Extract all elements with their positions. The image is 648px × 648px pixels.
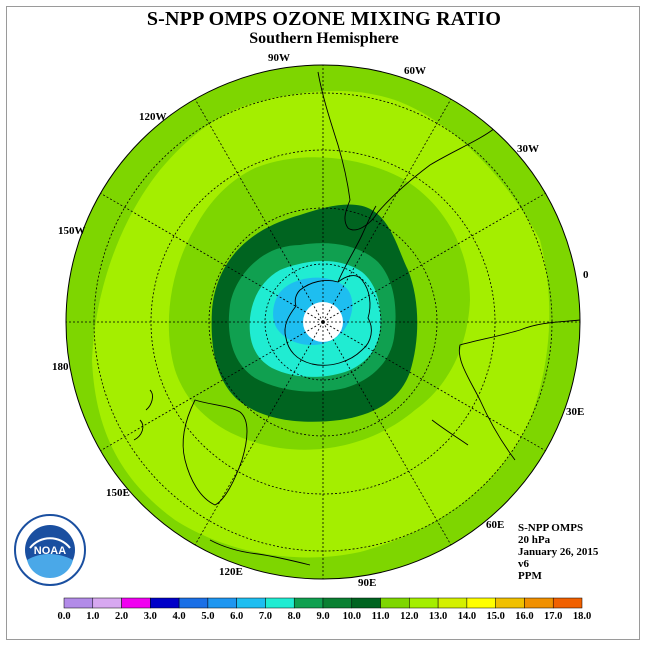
colorbar-tick-label: 16.0 — [515, 611, 533, 622]
lon-0: 0 — [583, 269, 589, 281]
coastlines — [133, 71, 580, 566]
colorbar-swatch — [121, 597, 151, 609]
lon-120e: 120E — [219, 566, 243, 578]
colorbar-tick-label: 12.0 — [400, 611, 418, 622]
lon-30w: 30W — [517, 143, 539, 155]
colorbar-swatch — [63, 597, 94, 609]
colorbar-swatch — [466, 597, 496, 609]
info-block: S-NPP OMPS 20 hPa January 26, 2015 v6 PP… — [518, 522, 598, 582]
colorbar-swatch — [178, 597, 209, 609]
colorbar-swatch — [524, 597, 554, 609]
colorbar-tick-label: 15.0 — [486, 611, 504, 622]
colorbar-tick-label: 4.0 — [173, 611, 186, 622]
colorbar-tick-label: 9.0 — [316, 611, 329, 622]
graticule — [66, 65, 580, 579]
lon-120w: 120W — [139, 111, 167, 123]
info-version: v6 — [518, 558, 529, 570]
longitude-labels: 90W 60W 120W 30W 150W 0 180 30E 150E 60E… — [52, 52, 589, 589]
colorbar-tick-label: 2.0 — [115, 611, 128, 622]
colorbar-swatch — [293, 597, 324, 609]
colorbar-tick-label: 7.0 — [259, 611, 272, 622]
lon-60w: 60W — [404, 65, 426, 77]
map-frame — [6, 6, 640, 640]
lon-60e: 60E — [486, 519, 504, 531]
colorbar-tick-label: 0.0 — [57, 611, 70, 622]
lon-90w: 90W — [268, 52, 290, 64]
colorbar-swatch — [207, 597, 237, 609]
colorbar-tick-label: 6.0 — [230, 611, 243, 622]
colorbar-swatch — [236, 597, 266, 609]
lon-150e: 150E — [106, 487, 130, 499]
colorbar-swatch — [265, 597, 295, 609]
colorbar-swatch — [351, 597, 381, 609]
lon-90e: 90E — [358, 577, 376, 589]
colorbar-swatch — [92, 597, 122, 609]
colorbar-swatch — [380, 597, 410, 609]
colorbar-swatch — [409, 597, 439, 609]
map-title: S-NPP OMPS OZONE MIXING RATIO — [146, 8, 502, 30]
colorbar-tick-label: 8.0 — [288, 611, 301, 622]
lon-30e: 30E — [566, 406, 584, 418]
colorbar-tick-label: 11.0 — [372, 611, 390, 622]
info-units: PPM — [518, 570, 542, 582]
colorbar-swatch — [552, 597, 583, 609]
lon-180: 180 — [52, 361, 69, 373]
lon-150w: 150W — [58, 225, 86, 237]
info-level: 20 hPa — [518, 534, 551, 546]
colorbar-tick-label: 3.0 — [144, 611, 157, 622]
info-date: January 26, 2015 — [518, 546, 599, 558]
colorbar-tick-label: 18.0 — [573, 611, 591, 622]
colorbar-tick-label: 1.0 — [86, 611, 99, 622]
colorbar-swatch — [322, 597, 353, 609]
map-subtitle: Southern Hemisphere — [249, 30, 399, 47]
colorbar-tick-label: 13.0 — [429, 611, 447, 622]
colorbar-tick-label: 5.0 — [201, 611, 214, 622]
noaa-logo-text: NOAA — [34, 545, 66, 557]
colorbar-tick-label: 14.0 — [458, 611, 476, 622]
colorbar-tick-label: 17.0 — [544, 611, 562, 622]
colorbar-swatch — [437, 597, 468, 609]
colorbar-swatch — [150, 597, 180, 609]
info-instrument: S-NPP OMPS — [518, 522, 584, 534]
colorbar-tick-label: 10.0 — [343, 611, 361, 622]
noaa-logo: NOAA — [14, 514, 86, 586]
colorbar-swatch — [495, 597, 525, 609]
colorbar: 0.0 1.0 2.0 3.0 4.0 5.0 6.0 7.0 8.0 9.0 10.0 11.0 12… — [57, 597, 591, 622]
